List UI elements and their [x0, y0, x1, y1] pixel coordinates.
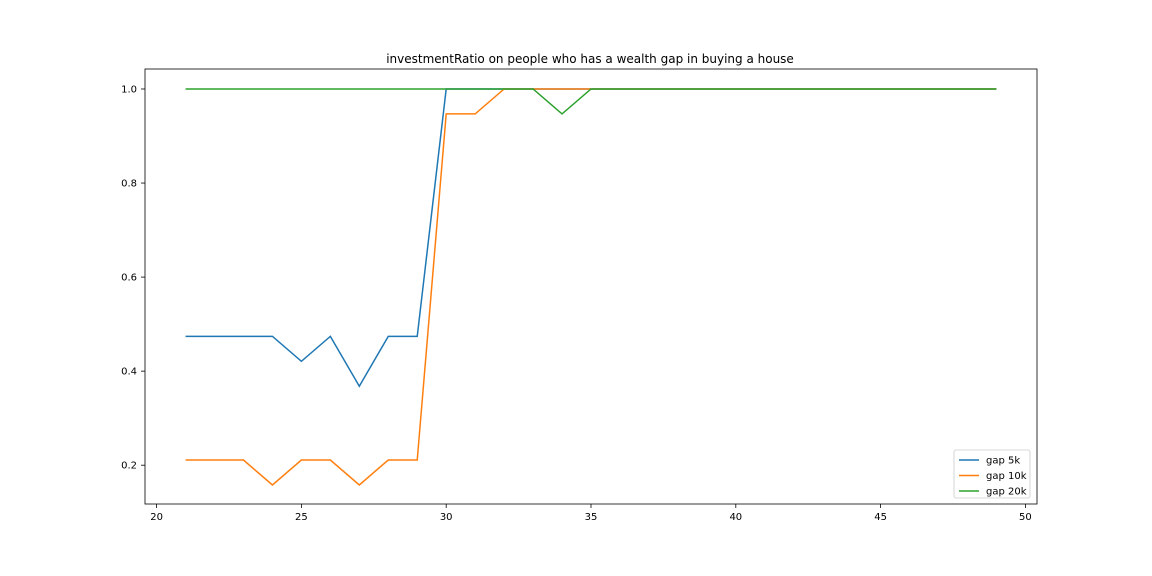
legend-label-0: gap 5k [986, 456, 1020, 467]
chart-title: investmentRatio on people who has a weal… [386, 52, 794, 66]
legend-label-1: gap 10k [986, 471, 1027, 482]
legend: gap 5k gap 10k gap 20k [953, 449, 1031, 499]
x-tick-label: 20 [150, 512, 163, 523]
x-tick-label: 35 [585, 512, 598, 523]
y-tick-label: 0.2 [121, 461, 137, 472]
legend-box [953, 449, 1031, 499]
plot-frame [144, 68, 1038, 505]
y-tick-label: 1.0 [121, 84, 137, 95]
y-tick-label: 0.6 [121, 273, 137, 284]
x-tick-label: 50 [1019, 512, 1032, 523]
series-layer [185, 88, 997, 486]
x-tick-label: 45 [874, 512, 887, 523]
x-tick-label: 25 [295, 512, 308, 523]
y-tick-label: 0.4 [121, 367, 137, 378]
series-line-0 [185, 88, 997, 388]
y-tick-label: 0.8 [121, 179, 137, 190]
series-line-2 [185, 88, 997, 115]
x-tick-label: 30 [440, 512, 453, 523]
x-tick-label: 40 [729, 512, 742, 523]
axes-layer: 20 25 30 35 40 45 50 0.2 0.4 0.6 0.8 1.0 [121, 68, 1038, 523]
series-line-1 [185, 88, 997, 486]
legend-label-2: gap 20k [986, 487, 1027, 498]
